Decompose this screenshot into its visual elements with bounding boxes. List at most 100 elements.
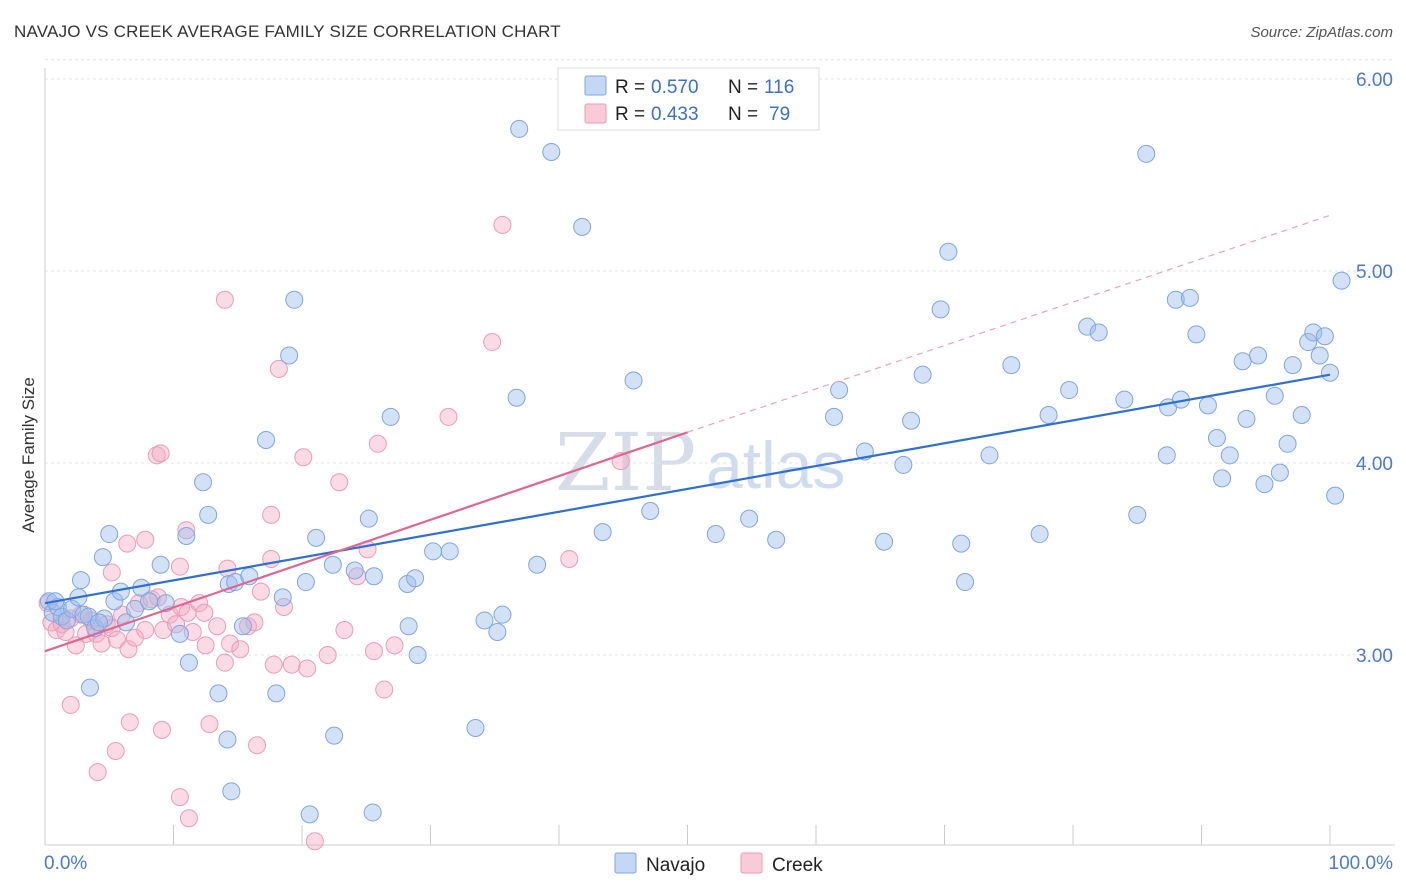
y-tick-label: 5.00 (1356, 262, 1393, 283)
navajo-n-label: N = (728, 77, 758, 98)
creek-point (330, 473, 349, 492)
creek-point (251, 582, 270, 601)
navajo-point (980, 446, 999, 465)
navajo-point (363, 803, 382, 822)
creek-n-value: 79 (769, 104, 790, 125)
legend-creek-label: Creek (772, 855, 823, 876)
creek-point (170, 788, 189, 807)
axes (44, 68, 1395, 846)
creek-point (190, 594, 209, 613)
creek-point (385, 636, 404, 655)
legend-creek-swatch (740, 852, 763, 874)
creek-point (305, 832, 324, 851)
x-tick-label: 0.0% (44, 853, 87, 874)
creek-point (118, 534, 137, 553)
series-legend: Navajo Creek (614, 852, 823, 876)
navajo-point (285, 290, 304, 309)
creek-point (195, 603, 214, 622)
navajo-point (233, 617, 252, 636)
creek-n-label: N = (728, 104, 758, 125)
navajo-point (300, 805, 319, 824)
navajo-point (218, 730, 237, 749)
navajo-swatch (584, 75, 607, 96)
navajo-point (177, 526, 196, 545)
navajo-point (1283, 356, 1302, 375)
creek-point (215, 653, 234, 672)
creek-point (298, 659, 317, 678)
data-points (38, 119, 1351, 851)
creek-point (208, 617, 227, 636)
tick-labels: 3.00 4.00 5.00 6.00 0.0% 100.0% (44, 70, 1393, 874)
chart-title: NAVAJO VS CREEK AVERAGE FAMILY SIZE CORR… (14, 22, 561, 41)
stats-legend: R = 0.570 N = 116 R = 0.433 N = 79 (557, 67, 820, 131)
navajo-point (140, 592, 159, 611)
creek-point (151, 444, 170, 463)
navajo-point (507, 388, 526, 407)
navajo-point (528, 555, 547, 574)
navajo-point (100, 525, 119, 544)
creek-point (56, 622, 75, 641)
creek-swatch (584, 103, 607, 124)
creek-point (92, 634, 111, 653)
navajo-point (209, 684, 228, 703)
navajo-point (399, 617, 418, 636)
navajo-r-value: 0.570 (651, 77, 699, 98)
creek-point (152, 720, 171, 739)
navajo-point (913, 365, 932, 384)
watermark-zip: ZIP (555, 416, 696, 509)
creek-point (493, 215, 512, 234)
navajo-point (1213, 469, 1232, 488)
navajo-point (71, 571, 90, 590)
navajo-point (1060, 381, 1079, 400)
navajo-point (1304, 323, 1323, 342)
creek-point (375, 680, 394, 699)
navajo-point (1255, 475, 1274, 494)
navajo-point (125, 599, 144, 618)
navajo-point (179, 653, 198, 672)
creek-point (231, 640, 250, 659)
navajo-point (1332, 271, 1351, 290)
creek-point (269, 359, 288, 378)
creek-point (102, 563, 121, 582)
navajo-point (1187, 325, 1206, 344)
navajo-point (466, 718, 485, 737)
navajo-point (706, 525, 725, 544)
navajo-point (510, 119, 529, 138)
navajo-point (1237, 409, 1256, 428)
navajo-point (170, 624, 189, 643)
creek-point (196, 636, 215, 655)
navajo-point (62, 599, 81, 618)
creek-point (335, 621, 354, 640)
navajo-point (894, 455, 913, 474)
navajo-point (57, 611, 76, 630)
navajo-point (830, 381, 849, 400)
creek-trend-extension (687, 214, 1331, 433)
creek-point (282, 655, 301, 674)
navajo-point (194, 473, 213, 492)
navajo-point (931, 300, 950, 319)
navajo-point (475, 611, 494, 630)
creek-point (483, 333, 502, 352)
trend-lines (44, 214, 1331, 653)
navajo-point (222, 782, 241, 801)
y-axis-title: Average Family Size (19, 377, 38, 533)
navajo-point (824, 407, 843, 426)
navajo-point (359, 509, 378, 528)
chart-source: Source: ZipAtlas.com (1250, 24, 1393, 41)
navajo-point (493, 605, 512, 624)
navajo-point (1292, 406, 1311, 424)
navajo-point (1278, 434, 1297, 453)
navajo-point (1157, 446, 1176, 465)
creek-point (136, 621, 155, 640)
navajo-point (542, 142, 561, 161)
navajo-point (280, 346, 299, 365)
navajo-point (488, 622, 507, 641)
creek-point (200, 715, 219, 734)
navajo-point (952, 534, 971, 553)
gridlines (45, 59, 1395, 656)
creek-point (368, 434, 387, 453)
navajo-point (345, 561, 364, 580)
navajo-point (1220, 446, 1239, 465)
navajo-point (624, 371, 643, 390)
